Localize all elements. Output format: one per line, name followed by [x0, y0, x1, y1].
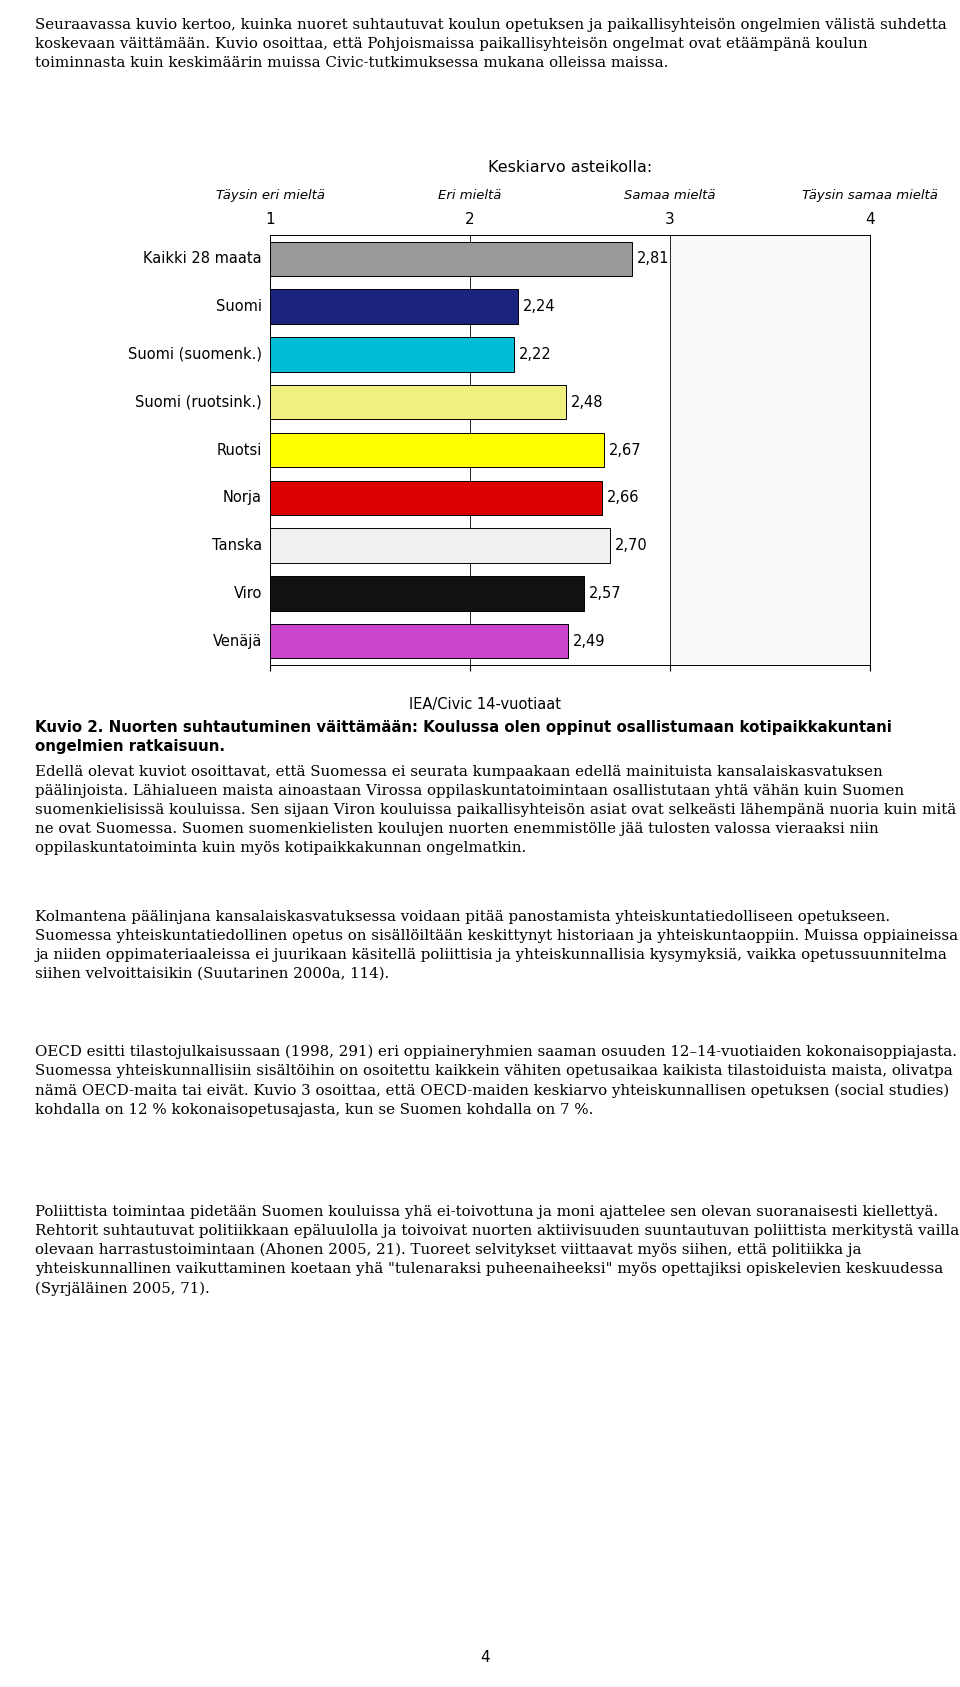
Text: 4: 4 [865, 213, 875, 228]
Text: Venäjä: Venäjä [212, 634, 262, 648]
Text: 2,49: 2,49 [573, 634, 606, 648]
Bar [270, 481, 602, 515]
Text: 2,24: 2,24 [523, 299, 556, 314]
Text: IEA/Civic 14-vuotiaat: IEA/Civic 14-vuotiaat [409, 697, 561, 712]
Bar [270, 434, 604, 467]
Text: Kaikki 28 maata: Kaikki 28 maata [143, 251, 262, 267]
Text: Viro: Viro [233, 585, 262, 601]
Text: Eri mieltä: Eri mieltä [439, 189, 502, 202]
Text: Poliittista toimintaa pidetään Suomen kouluissa yhä ei-toivottuna ja moni ajatte: Poliittista toimintaa pidetään Suomen ko… [35, 1205, 959, 1296]
Text: OECD esitti tilastojulkaisussaan (1998, 291) eri oppiaineryhmien saaman osuuden : OECD esitti tilastojulkaisussaan (1998, … [35, 1044, 957, 1117]
Bar [270, 241, 632, 277]
Text: Seuraavassa kuvio kertoo, kuinka nuoret suhtautuvat koulun opetuksen ja paikalli: Seuraavassa kuvio kertoo, kuinka nuoret … [35, 19, 947, 69]
Text: 2,48: 2,48 [571, 395, 604, 410]
Text: 2: 2 [466, 213, 475, 228]
Text: Suomi (suomenk.): Suomi (suomenk.) [128, 348, 262, 363]
Text: Tanska: Tanska [212, 538, 262, 553]
Bar [270, 337, 514, 371]
Text: Edellä olevat kuviot osoittavat, että Suomessa ei seurata kumpaakaan edellä main: Edellä olevat kuviot osoittavat, että Su… [35, 764, 956, 855]
Bar [670, 234, 870, 665]
Text: 2,57: 2,57 [589, 585, 622, 601]
Text: 3: 3 [665, 213, 675, 228]
Text: Ruotsi: Ruotsi [217, 442, 262, 457]
Text: 2,81: 2,81 [637, 251, 669, 267]
Text: 2,22: 2,22 [519, 348, 552, 363]
Text: 2,70: 2,70 [615, 538, 648, 553]
Text: 4: 4 [480, 1650, 490, 1665]
Bar [270, 385, 566, 420]
Text: 2,67: 2,67 [609, 442, 641, 457]
Bar [270, 528, 610, 563]
Bar [270, 290, 518, 324]
Bar [270, 577, 584, 611]
Text: Kuvio 2. Nuorten suhtautuminen väittämään: Koulussa olen oppinut osallistumaan k: Kuvio 2. Nuorten suhtautuminen väittämää… [35, 720, 892, 754]
Text: Täysin eri mieltä: Täysin eri mieltä [215, 189, 324, 202]
Text: Samaa mieltä: Samaa mieltä [624, 189, 716, 202]
Bar [270, 624, 568, 658]
Text: Norja: Norja [223, 491, 262, 506]
Text: 2,66: 2,66 [607, 491, 639, 506]
Text: 1: 1 [265, 213, 275, 228]
Text: Kolmantena päälinjana kansalaiskasvatuksessa voidaan pitää panostamista yhteisku: Kolmantena päälinjana kansalaiskasvatuks… [35, 909, 958, 980]
Text: Suomi (ruotsink.): Suomi (ruotsink.) [135, 395, 262, 410]
Text: Täysin samaa mieltä: Täysin samaa mieltä [802, 189, 938, 202]
Text: Keskiarvo asteikolla:: Keskiarvo asteikolla: [488, 160, 652, 174]
Text: Suomi: Suomi [216, 299, 262, 314]
